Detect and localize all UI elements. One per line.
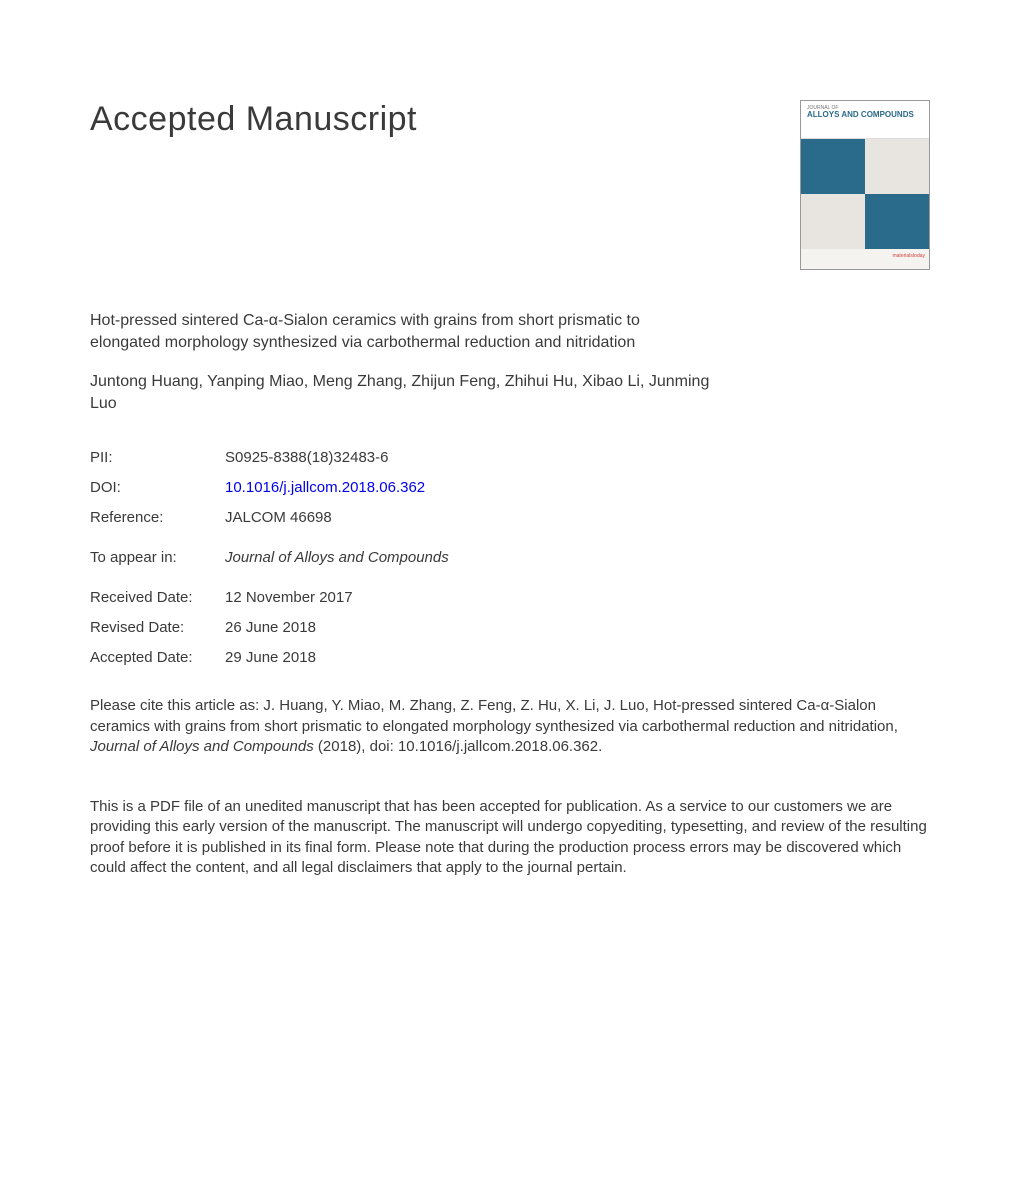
cover-footer: materialstoday [801,249,929,270]
metadata-table: PII: S0925-8388(18)32483-6 DOI: 10.1016/… [90,449,930,666]
page-heading: Accepted Manuscript [90,100,417,139]
meta-row-appear: To appear in: Journal of Alloys and Comp… [90,549,930,566]
cover-title: ALLOYS AND COMPOUNDS [807,111,923,120]
citation-post: (2018), doi: 10.1016/j.jallcom.2018.06.3… [314,738,603,755]
meta-row-received: Received Date: 12 November 2017 [90,589,930,606]
meta-value: 29 June 2018 [225,649,316,666]
meta-row-reference: Reference: JALCOM 46698 [90,509,930,526]
doi-link[interactable]: 10.1016/j.jallcom.2018.06.362 [225,479,425,496]
authors-list: Juntong Huang, Yanping Miao, Meng Zhang,… [90,371,740,414]
meta-label: Revised Date: [90,619,225,636]
journal-cover-thumbnail: JOURNAL OF ALLOYS AND COMPOUNDS material… [800,100,930,270]
meta-value: S0925-8388(18)32483-6 [225,449,388,466]
disclaimer-text: This is a PDF file of an unedited manusc… [90,797,930,878]
meta-label: Reference: [90,509,225,526]
cover-pattern [801,139,929,249]
meta-label: DOI: [90,479,225,496]
meta-label: PII: [90,449,225,466]
meta-label: Accepted Date: [90,649,225,666]
citation-pre: Please cite this article as: J. Huang, Y… [90,697,898,734]
meta-value: 12 November 2017 [225,589,353,606]
citation-journal: Journal of Alloys and Compounds [90,738,314,755]
meta-value: JALCOM 46698 [225,509,332,526]
meta-value: 26 June 2018 [225,619,316,636]
citation-text: Please cite this article as: J. Huang, Y… [90,696,930,757]
meta-row-revised: Revised Date: 26 June 2018 [90,619,930,636]
meta-row-pii: PII: S0925-8388(18)32483-6 [90,449,930,466]
meta-label: To appear in: [90,549,225,566]
meta-row-doi: DOI: 10.1016/j.jallcom.2018.06.362 [90,479,930,496]
meta-row-accepted: Accepted Date: 29 June 2018 [90,649,930,666]
meta-label: Received Date: [90,589,225,606]
meta-value: Journal of Alloys and Compounds [225,549,449,566]
article-title: Hot-pressed sintered Ca-α-Sialon ceramic… [90,310,690,353]
